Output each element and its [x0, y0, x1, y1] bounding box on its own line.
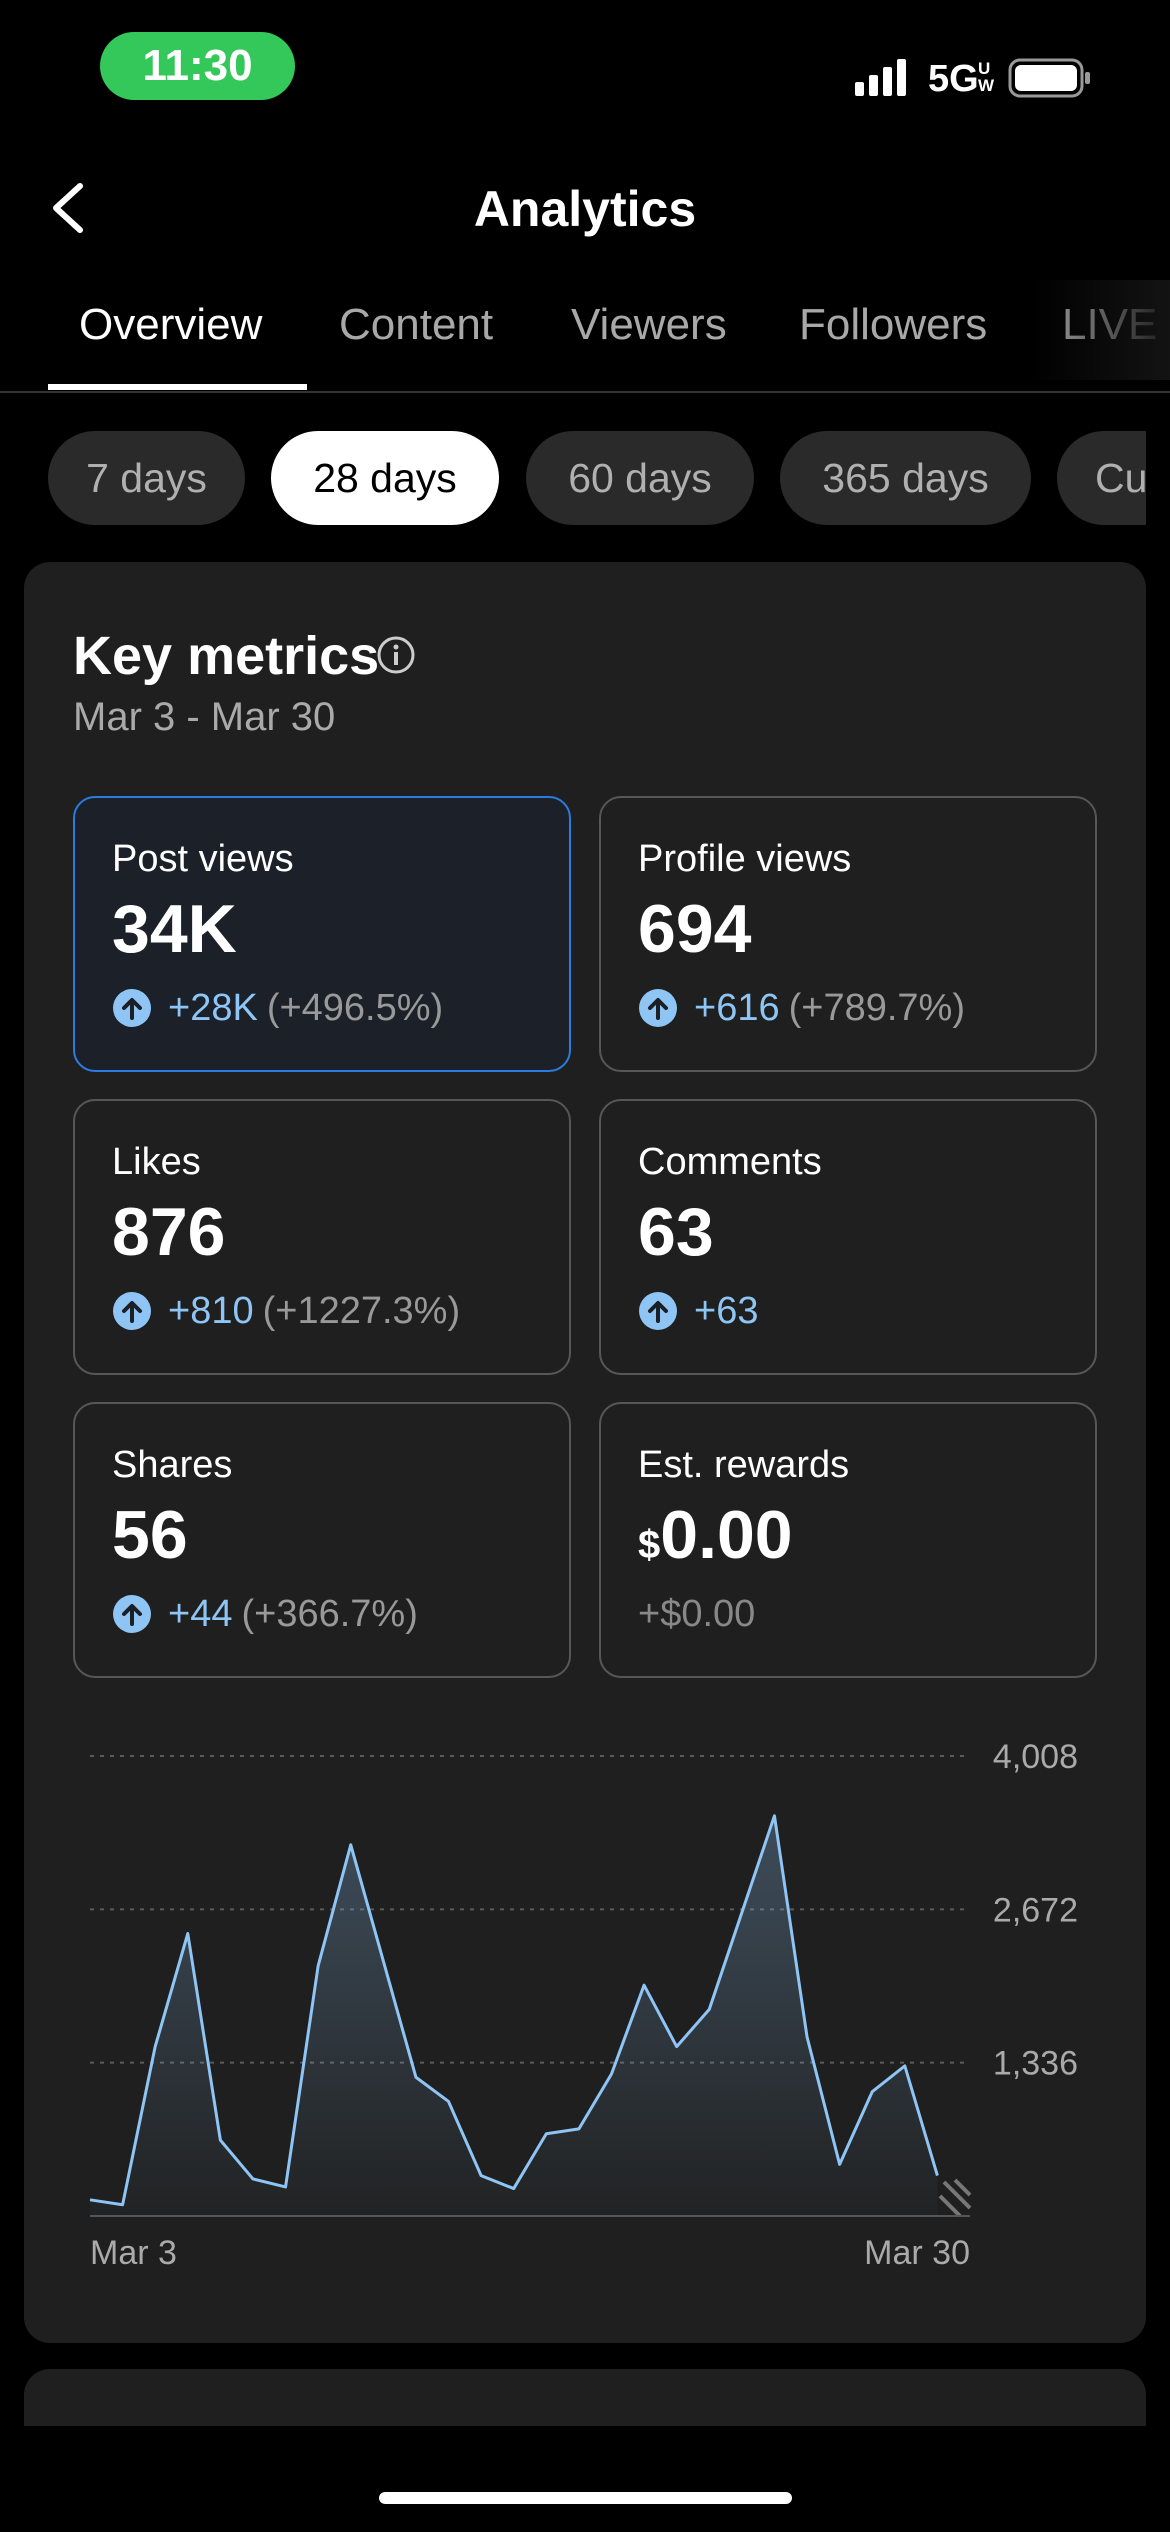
- tab-underline: [48, 384, 307, 390]
- info-icon[interactable]: [375, 634, 417, 676]
- currency: $: [638, 1523, 661, 1567]
- tab[interactable]: Content: [339, 300, 494, 349]
- status-time: 11:30: [100, 32, 295, 100]
- signal-icon: [855, 59, 906, 96]
- trend-up-icon: [113, 1595, 151, 1633]
- metric-value: 876: [112, 1193, 225, 1271]
- metric-change-row: +$0.00: [638, 1592, 755, 1636]
- y-tick-label: 1,336: [993, 2045, 1078, 2083]
- tab-fade: [1030, 280, 1170, 380]
- metric-percent: (+1227.3%): [262, 1289, 461, 1332]
- divider: [0, 391, 1170, 393]
- y-tick-label: 2,672: [993, 1891, 1078, 1929]
- back-button[interactable]: [44, 180, 94, 236]
- metric-card: Shares 56 +44 (+366.7%): [73, 1402, 571, 1678]
- page-title: Analytics: [473, 181, 697, 237]
- tab[interactable]: Viewers: [571, 300, 727, 349]
- network-sub: UW: [978, 59, 995, 95]
- range-pill[interactable]: Custom: [1057, 431, 1146, 525]
- trend-up-icon: [113, 989, 151, 1027]
- metric-number: 876: [112, 1194, 226, 1270]
- metric-value: 63: [638, 1193, 714, 1271]
- battery-icon: [1008, 58, 1090, 98]
- range-selector: 7 days 28 days 60 days 365 days Custom: [0, 431, 1146, 525]
- trend-up-icon: [113, 1292, 151, 1330]
- area: [90, 1815, 938, 2216]
- metric-label: Likes: [112, 1141, 201, 1183]
- metric-change-row: +28K (+496.5%): [112, 986, 443, 1030]
- section-title: Key metrics: [73, 626, 380, 686]
- metric-number: 63: [638, 1194, 714, 1270]
- metric-label: Est. rewards: [638, 1444, 850, 1486]
- tab[interactable]: Followers: [799, 300, 988, 349]
- metric-percent: (+366.7%): [241, 1592, 418, 1635]
- trend-up-icon: [639, 989, 677, 1027]
- metric-card: Est. rewards $0.00 +$0.00: [599, 1402, 1097, 1678]
- metric-percent: (+496.5%): [266, 986, 444, 1029]
- network: 5G: [928, 58, 979, 100]
- metric-value: $0.00: [638, 1496, 793, 1574]
- partial-day-hatch: [938, 2178, 972, 2218]
- metric-card: Comments 63 +63: [599, 1099, 1097, 1375]
- metric-change: +44: [168, 1592, 233, 1635]
- home-indicator: [379, 2492, 792, 2504]
- metric-number: 694: [638, 891, 752, 967]
- metric-change: +810: [168, 1289, 254, 1332]
- x-tick-label: Mar 3: [90, 2234, 177, 2272]
- metric-number: 0.00: [660, 1497, 793, 1573]
- metric-change: +63: [694, 1289, 759, 1332]
- metric-card: Profile views 694 +616 (+789.7%): [599, 796, 1097, 1072]
- metric-change-row: +616 (+789.7%): [638, 986, 965, 1030]
- metric-label: Profile views: [638, 838, 852, 880]
- metric-value: 694: [638, 890, 751, 968]
- next-card: [24, 2369, 1146, 2426]
- tab[interactable]: Overview: [79, 300, 263, 349]
- metric-change-row: +63: [638, 1289, 758, 1333]
- date-range: Mar 3 - Mar 30: [73, 695, 336, 739]
- metric-change-row: +810 (+1227.3%): [112, 1289, 460, 1333]
- line: [89, 1814, 939, 2207]
- metric-card: Post views 34K +28K (+496.5%): [73, 796, 571, 1072]
- metric-change: +28K: [168, 986, 258, 1029]
- metric-label: Shares: [112, 1444, 233, 1486]
- metric-number: 34K: [112, 891, 237, 967]
- y-tick-label: 4,008: [993, 1738, 1078, 1776]
- range-pill[interactable]: 60 days: [526, 431, 754, 525]
- metric-percent: (+789.7%): [788, 986, 965, 1029]
- metric-label: Post views: [112, 838, 294, 880]
- metric-label: Comments: [638, 1141, 822, 1183]
- metric-change-row: +44 (+366.7%): [112, 1592, 418, 1636]
- metric-change: +616: [694, 986, 780, 1029]
- x-tick-label: Mar 30: [864, 2234, 970, 2272]
- metric-number: 56: [112, 1497, 188, 1573]
- range-pill[interactable]: 365 days: [780, 431, 1031, 525]
- metric-card: Likes 876 +810 (+1227.3%): [73, 1099, 571, 1375]
- metric-value: 56: [112, 1496, 188, 1574]
- metric-value: 34K: [112, 890, 237, 968]
- range-pill[interactable]: 28 days: [271, 431, 499, 525]
- trend-up-icon: [639, 1292, 677, 1330]
- range-pill[interactable]: 7 days: [48, 431, 245, 525]
- metric-change: +$0.00: [638, 1592, 756, 1635]
